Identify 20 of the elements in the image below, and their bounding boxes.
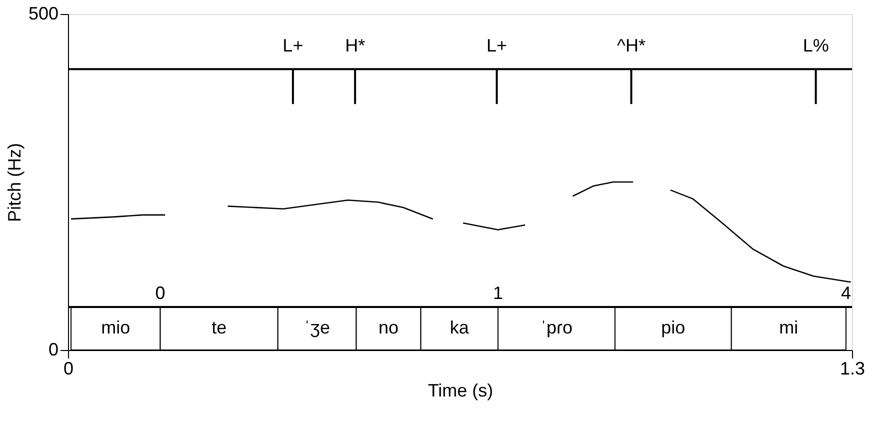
annotation: 4 bbox=[840, 282, 851, 303]
band-label: ˈpɾo bbox=[540, 317, 572, 338]
band-label: ˈʒe bbox=[304, 317, 330, 338]
annotation: 1 bbox=[492, 282, 503, 303]
band-label: mio bbox=[101, 317, 130, 338]
band-label: ka bbox=[450, 317, 470, 338]
annotation: 0 bbox=[155, 282, 166, 303]
ref-line-label: ^H* bbox=[617, 35, 646, 56]
ref-line-label: L% bbox=[802, 35, 829, 56]
ref-line-label: L+ bbox=[486, 35, 508, 56]
x-tick-label: 1.3 bbox=[840, 358, 866, 378]
ref-line-label: L+ bbox=[282, 35, 304, 56]
y-tick-label: 500 bbox=[28, 4, 58, 24]
band-label: no bbox=[378, 317, 399, 338]
band-label: pio bbox=[661, 317, 686, 338]
x-axis-title: Time (s) bbox=[428, 380, 494, 400]
band-label: mi bbox=[779, 317, 798, 338]
band-label: te bbox=[212, 317, 227, 338]
ref-line-label: H* bbox=[345, 35, 366, 56]
y-axis-title: Pitch (Hz) bbox=[4, 142, 24, 222]
